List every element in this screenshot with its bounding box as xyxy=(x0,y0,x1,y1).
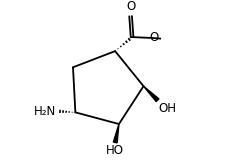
Text: HO: HO xyxy=(106,144,124,157)
Text: H₂N: H₂N xyxy=(34,105,56,118)
Text: O: O xyxy=(126,0,135,13)
Polygon shape xyxy=(113,124,119,143)
Polygon shape xyxy=(143,86,159,102)
Text: OH: OH xyxy=(158,102,176,115)
Text: O: O xyxy=(150,31,159,44)
